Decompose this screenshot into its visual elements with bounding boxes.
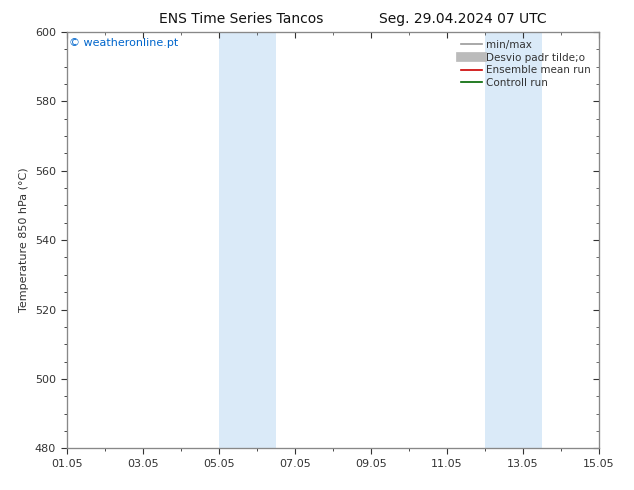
Text: Seg. 29.04.2024 07 UTC: Seg. 29.04.2024 07 UTC (379, 12, 547, 26)
Text: ENS Time Series Tancos: ENS Time Series Tancos (158, 12, 323, 26)
Y-axis label: Temperature 850 hPa (°C): Temperature 850 hPa (°C) (20, 168, 29, 313)
Legend: min/max, Desvio padr tilde;o, Ensemble mean run, Controll run: min/max, Desvio padr tilde;o, Ensemble m… (458, 37, 594, 91)
Bar (219, 32, 276, 448)
Bar (485, 32, 542, 448)
Text: © weatheronline.pt: © weatheronline.pt (69, 38, 179, 48)
